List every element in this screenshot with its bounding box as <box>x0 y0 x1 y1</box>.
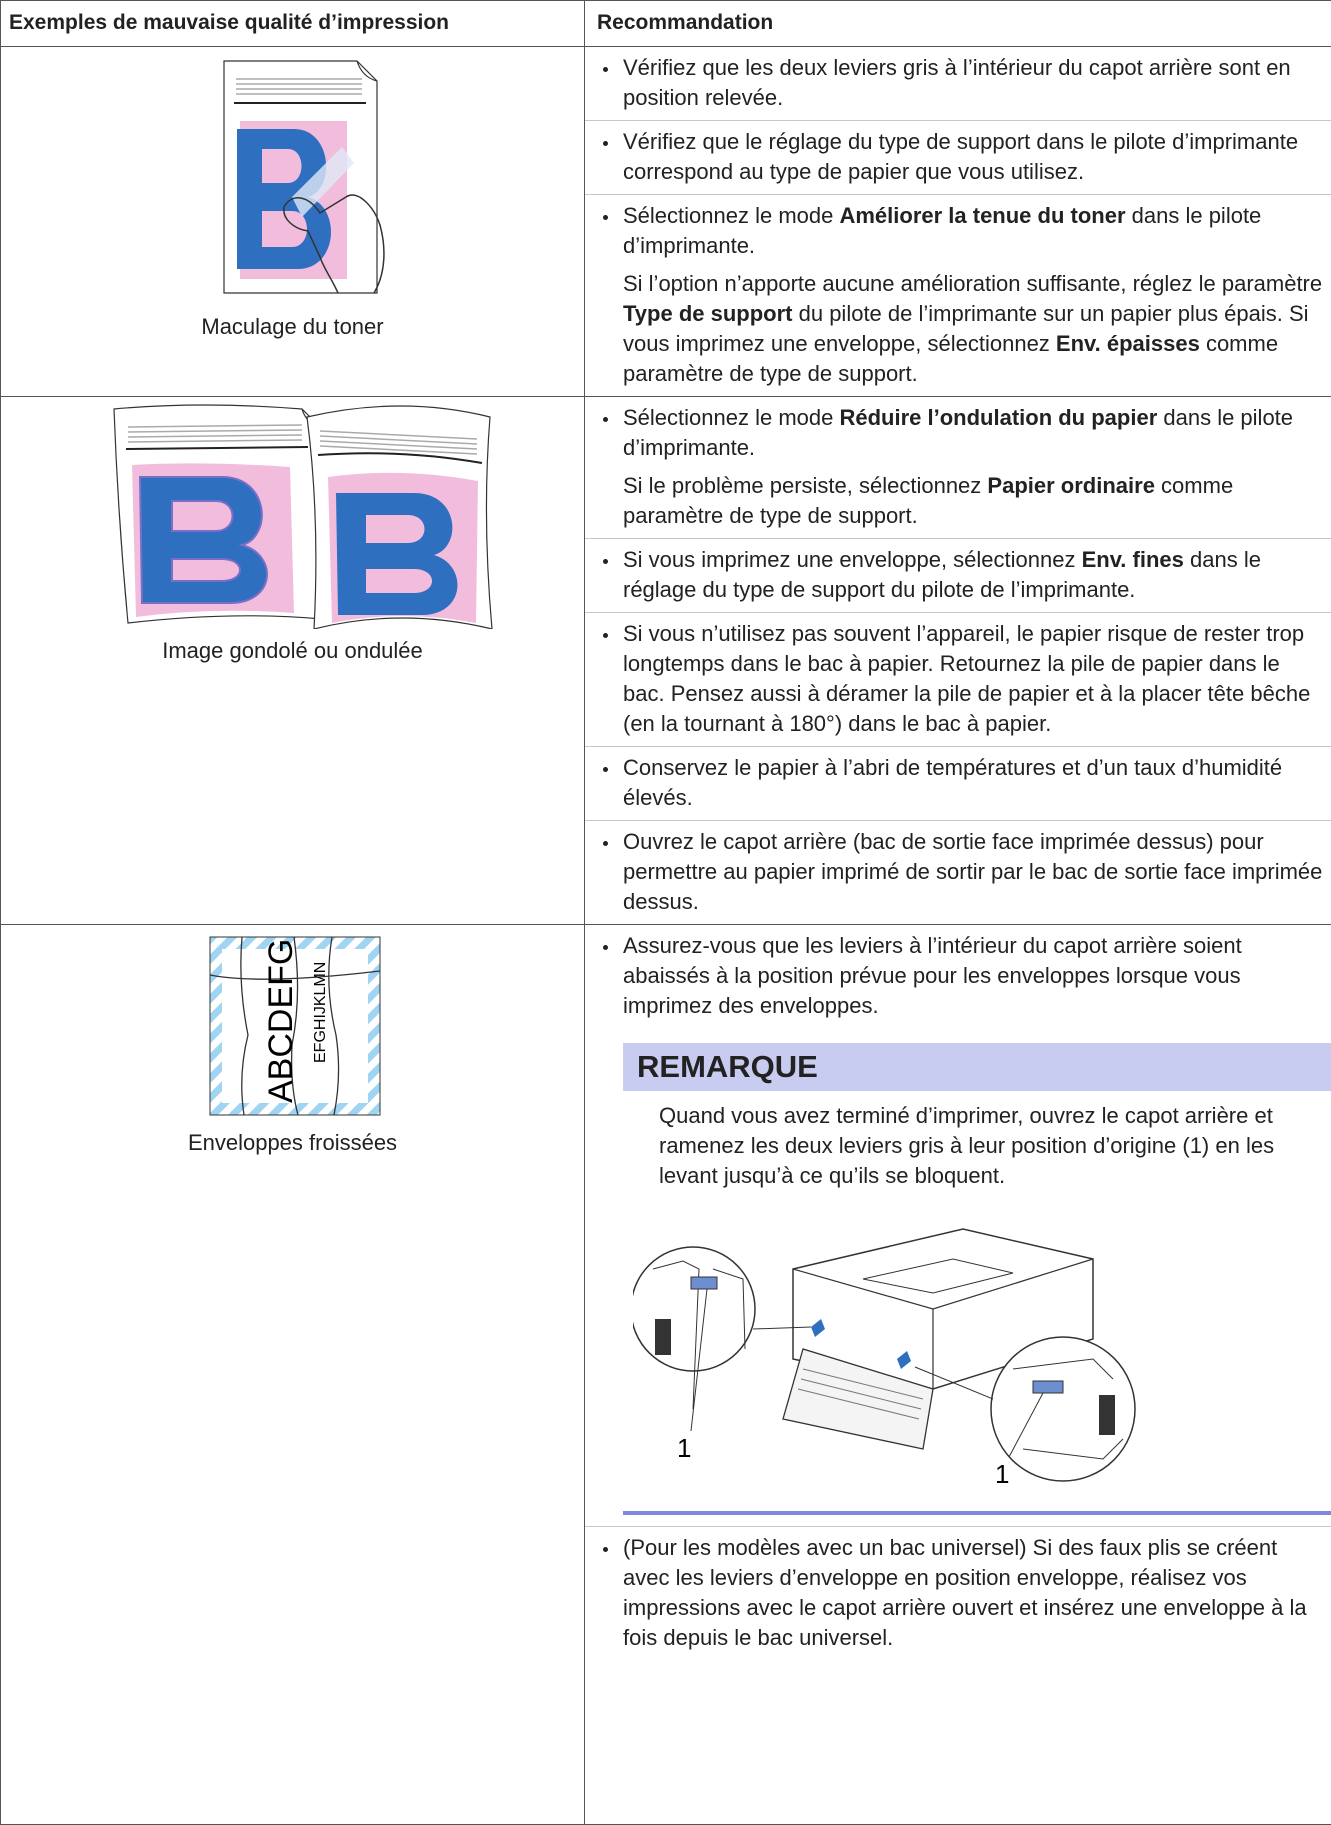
paragraph: (Pour les modèles avec un bac universel)… <box>623 1533 1323 1653</box>
text-run: Vérifiez que les deux leviers gris à l’i… <box>623 55 1291 110</box>
bullet-item: (Pour les modèles avec un bac universel)… <box>585 1526 1331 1660</box>
text-run: Si vous imprimez une enveloppe, sélectio… <box>623 547 1082 572</box>
recommendation-cell: Sélectionnez le mode Réduire l’ondulatio… <box>584 396 1331 925</box>
bullet-item: Vérifiez que le réglage du type de suppo… <box>585 120 1331 194</box>
envelope-illustration: ABCDEFG EFGHIJKLMN <box>209 936 380 1116</box>
note-title: REMARQUE <box>623 1043 1331 1091</box>
bold-run: Papier ordinaire <box>987 473 1155 498</box>
text-run: Sélectionnez le mode <box>623 405 840 430</box>
bullet-item: Si vous n’utilisez pas souvent l’apparei… <box>585 612 1331 746</box>
paragraph: Vérifiez que le réglage du type de suppo… <box>623 127 1323 187</box>
bullet-item: Ouvrez le capot arrière (bac de sortie f… <box>585 820 1331 924</box>
example-caption: Enveloppes froissées <box>187 1130 398 1155</box>
text-run: comme paramètre de type de support. <box>623 473 1234 528</box>
bold-run: Réduire l’ondulation du papier <box>839 405 1158 430</box>
text-run: Sélectionnez le mode <box>623 203 840 228</box>
bold-run: Type de support <box>623 301 793 326</box>
row: Maculage du toner Vérifiez que les deux … <box>0 46 1331 397</box>
text-run: Vérifiez que le réglage du type de suppo… <box>623 129 1299 184</box>
text-run: du pilote de l’imprimante sur un papier … <box>623 301 1309 356</box>
paragraph: Vérifiez que les deux leviers gris à l’i… <box>623 53 1323 113</box>
paragraph: Si vous n’utilisez pas souvent l’apparei… <box>623 619 1323 739</box>
header-row: Exemples de mauvaise qualité d’impressio… <box>0 0 1331 47</box>
example-caption: Image gondolé ou ondulée <box>162 638 423 663</box>
text-run: Si l’option n’apporte aucune amélioratio… <box>623 271 1323 296</box>
text-run: dans le réglage du type de support du pi… <box>623 547 1261 602</box>
paragraph: Sélectionnez le mode Améliorer la tenue … <box>623 201 1323 261</box>
printer-illustration: 1 1 <box>633 1228 1136 1489</box>
bullet-item: Sélectionnez le mode Réduire l’ondulatio… <box>585 397 1331 538</box>
callout-label: 1 <box>995 1459 1009 1489</box>
paragraph: Sélectionnez le mode Réduire l’ondulatio… <box>623 403 1323 463</box>
example-cell: ABCDEFG EFGHIJKLMN Enveloppes froissées <box>0 924 585 1825</box>
paragraph: Si vous imprimez une enveloppe, sélectio… <box>623 545 1323 605</box>
text-run: (Pour les modèles avec un bac universel)… <box>623 1535 1307 1650</box>
bullet-item: Si vous imprimez une enveloppe, sélectio… <box>585 538 1331 612</box>
example-caption: Maculage du toner <box>201 314 384 339</box>
example-cell: Image gondolé ou ondulée <box>0 396 585 925</box>
text-run: Ouvrez le capot arrière (bac de sortie f… <box>623 829 1323 914</box>
header-cell: Recommandation <box>584 0 1331 47</box>
example-cell: Maculage du toner <box>0 46 585 397</box>
bullet-item: Sélectionnez le mode Améliorer la tenue … <box>585 194 1331 396</box>
envelope-text: ABCDEFG <box>262 939 300 1103</box>
row: Image gondolé ou ondulée Sélectionnez le… <box>0 396 1331 925</box>
text-run: Si vous n’utilisez pas souvent l’apparei… <box>623 621 1311 736</box>
bullet-item: Vérifiez que les deux leviers gris à l’i… <box>585 47 1331 120</box>
curl-illustration <box>112 404 493 630</box>
paragraph: Si le problème persiste, sélectionnez Pa… <box>623 471 1323 531</box>
bold-run: Env. épaisses <box>1055 331 1200 356</box>
text-run: Si le problème persiste, sélectionnez <box>623 473 988 498</box>
toner-smear-illustration <box>222 60 385 294</box>
text-run: dans le pilote d’imprimante. <box>623 405 1294 460</box>
text-run: Conservez le papier à l’abri de températ… <box>623 755 1283 810</box>
envelope-text: EFGHIJKLMN <box>312 962 329 1063</box>
bold-run: Env. fines <box>1081 547 1184 572</box>
paragraph: Conservez le papier à l’abri de températ… <box>623 753 1323 813</box>
bold-run: Améliorer la tenue du toner <box>839 203 1126 228</box>
recommendation-cell: Vérifiez que les deux leviers gris à l’i… <box>584 46 1331 397</box>
note-text: Quand vous avez terminé d’imprimer, ouvr… <box>659 1103 1275 1188</box>
callout-label: 1 <box>677 1433 691 1463</box>
text-run: Assurez-vous que les leviers à l’intérie… <box>623 933 1242 1018</box>
bullet-item: Conservez le papier à l’abri de températ… <box>585 746 1331 820</box>
header-cell: Exemples de mauvaise qualité d’impressio… <box>0 0 585 47</box>
recommendation-cell: Assurez-vous que les leviers à l’intérie… <box>584 924 1331 1825</box>
bullet-item: Assurez-vous que les leviers à l’intérie… <box>585 925 1331 1526</box>
note-rule <box>623 1511 1331 1515</box>
text-run: comme paramètre de type de support. <box>623 331 1279 386</box>
text-run: dans le pilote d’imprimante. <box>623 203 1262 258</box>
paragraph: Ouvrez le capot arrière (bac de sortie f… <box>623 827 1323 917</box>
row: ABCDEFG EFGHIJKLMN Enveloppes froissées … <box>0 924 1331 1825</box>
paragraph: Si l’option n’apporte aucune amélioratio… <box>623 269 1323 389</box>
paragraph: Assurez-vous que les leviers à l’intérie… <box>623 931 1323 1021</box>
